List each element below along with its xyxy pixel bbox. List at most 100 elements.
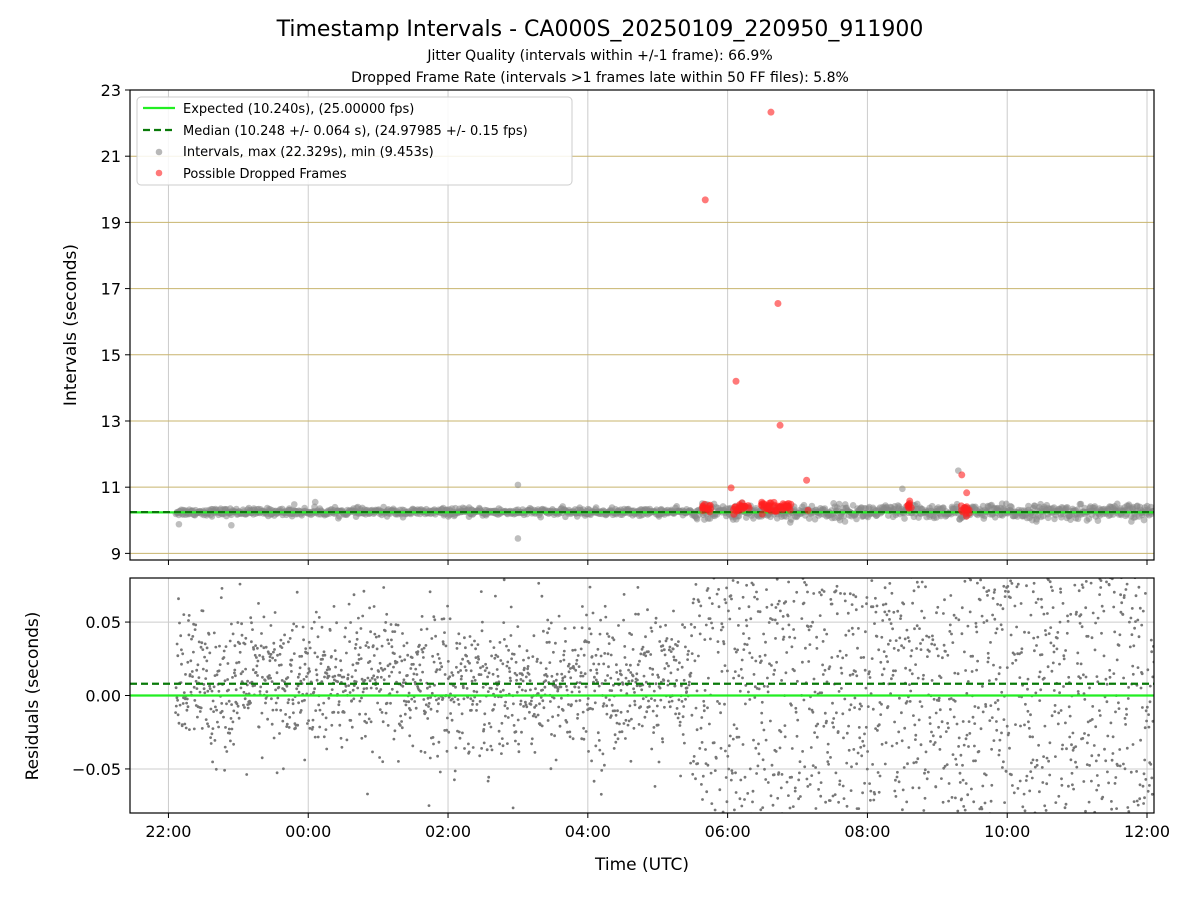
residual-point <box>224 726 227 729</box>
residual-point <box>1119 610 1123 614</box>
residual-point <box>1142 802 1145 805</box>
residual-point <box>393 652 396 655</box>
residual-point <box>1024 779 1028 782</box>
residual-point <box>847 818 850 821</box>
residual-point <box>877 790 881 794</box>
residual-point <box>317 703 321 707</box>
residual-point <box>183 722 187 726</box>
residual-point <box>509 634 513 637</box>
residual-point <box>933 741 937 744</box>
residual-point <box>712 813 715 816</box>
residual-point <box>688 674 692 678</box>
residual-point <box>713 571 716 574</box>
residual-point <box>1068 714 1072 718</box>
residual-point <box>595 668 598 672</box>
residual-point <box>1069 612 1073 616</box>
residual-point <box>474 647 477 651</box>
residual-point <box>695 689 699 693</box>
residual-point <box>829 756 832 759</box>
residual-point <box>297 701 300 705</box>
residual-point <box>922 673 925 677</box>
residual-point <box>516 718 520 722</box>
residual-point <box>302 678 306 681</box>
residual-point <box>360 736 364 740</box>
residual-point <box>811 620 814 624</box>
residual-point <box>1020 651 1023 654</box>
residual-point <box>843 599 847 603</box>
residual-point <box>449 712 452 715</box>
residual-point <box>964 782 968 785</box>
residual-point <box>223 679 227 683</box>
residual-point <box>732 676 735 680</box>
residual-point <box>937 699 941 702</box>
residual-point <box>365 687 369 690</box>
residual-point <box>300 654 304 658</box>
residual-point <box>1018 676 1022 679</box>
residual-point <box>424 703 428 707</box>
residual-point <box>527 656 530 660</box>
residual-point <box>421 650 425 654</box>
residual-point <box>318 725 322 729</box>
residual-point <box>262 615 266 619</box>
residual-point <box>351 688 355 692</box>
residual-point <box>435 668 439 672</box>
residual-point <box>650 629 654 633</box>
residual-point <box>942 643 946 647</box>
residual-point <box>604 615 608 619</box>
residual-point <box>691 772 695 776</box>
residual-point <box>943 764 947 768</box>
residual-point <box>941 656 944 660</box>
residual-point <box>953 699 957 703</box>
residual-point <box>187 633 191 637</box>
residual-point <box>923 771 926 775</box>
interval-point <box>1025 502 1032 510</box>
residual-point <box>1115 807 1118 810</box>
residual-point <box>751 800 754 804</box>
residual-point <box>402 699 406 703</box>
residual-point <box>207 632 211 636</box>
residual-point <box>622 593 626 596</box>
residual-point <box>270 722 274 726</box>
residual-point <box>951 641 955 644</box>
residual-point <box>422 698 426 701</box>
residual-point <box>1145 705 1149 709</box>
residual-point <box>718 702 721 705</box>
residual-point <box>672 609 675 613</box>
residual-point <box>1059 709 1063 712</box>
residual-point <box>344 684 348 688</box>
residual-point <box>403 658 407 662</box>
residual-point <box>909 654 913 658</box>
residual-point <box>770 763 774 767</box>
residual-point <box>478 754 482 758</box>
residual-point <box>1080 583 1084 587</box>
residual-point <box>974 621 978 625</box>
residual-point <box>353 646 357 650</box>
residual-point <box>677 698 681 702</box>
residual-point <box>587 750 590 753</box>
residual-point <box>450 671 454 674</box>
residual-point <box>802 698 806 702</box>
residual-point <box>1040 597 1043 601</box>
residual-point <box>754 746 758 750</box>
residual-point <box>1108 668 1112 672</box>
residual-point <box>1035 763 1039 767</box>
residual-point <box>501 662 505 666</box>
residual-point <box>616 737 620 741</box>
residual-point <box>550 674 554 678</box>
residual-point <box>570 690 574 694</box>
residual-point <box>249 616 253 620</box>
residual-point <box>251 628 254 631</box>
residual-point <box>423 751 427 754</box>
residual-point <box>910 649 914 652</box>
residual-point <box>840 671 844 675</box>
residual-point <box>271 656 274 660</box>
residual-point <box>839 666 843 670</box>
residual-point <box>989 704 993 707</box>
residual-point <box>1094 759 1098 763</box>
dropped-frame-point <box>803 476 811 484</box>
residual-point <box>732 723 736 727</box>
residual-point <box>745 583 748 587</box>
residual-point <box>1093 648 1097 652</box>
residual-point <box>766 676 769 680</box>
